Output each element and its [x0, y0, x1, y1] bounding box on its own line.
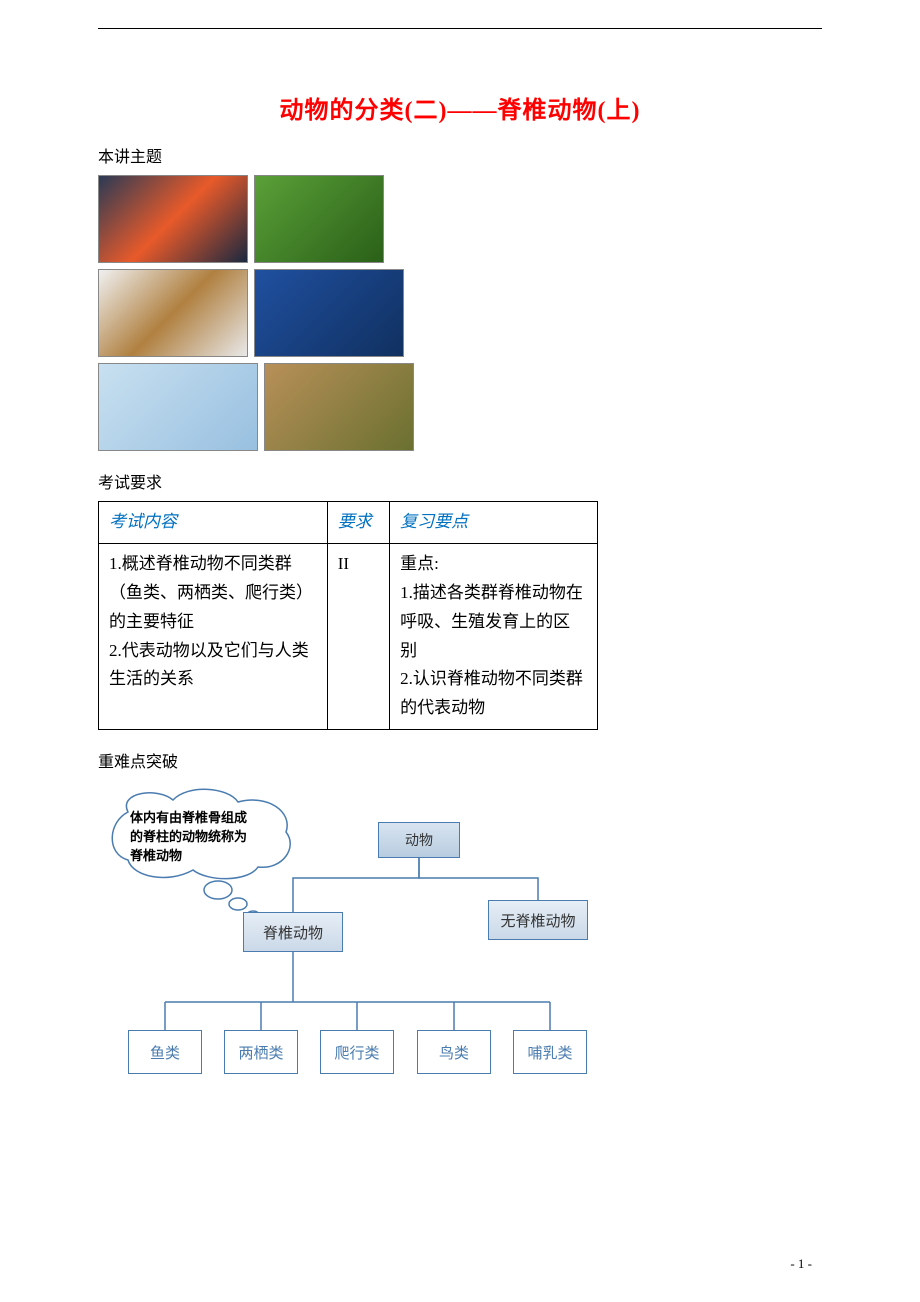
image-row-1	[98, 175, 822, 263]
cloud-line-3: 脊椎动物	[130, 847, 285, 866]
node-reptile: 爬行类	[320, 1030, 394, 1074]
table-row: 1.概述脊椎动物不同类群（鱼类、两栖类、爬行类）的主要特征 2.代表动物以及它们…	[99, 543, 598, 729]
page-title: 动物的分类(二)——脊椎动物(上)	[98, 90, 822, 125]
node-fish: 鱼类	[128, 1030, 202, 1074]
cloud-line-1: 体内有由脊椎骨组成	[130, 809, 285, 828]
td-review: 重点: 1.描述各类群脊椎动物在呼吸、生殖发育上的区别 2.认识脊椎动物不同类群…	[390, 543, 598, 729]
node-vertebrate: 脊椎动物	[243, 912, 343, 952]
th-review: 复习要点	[390, 502, 598, 544]
td-req: II	[327, 543, 389, 729]
requirements-table: 考试内容 要求 复习要点 1.概述脊椎动物不同类群（鱼类、两栖类、爬行类）的主要…	[98, 501, 598, 730]
image-possum	[264, 363, 414, 451]
node-amphibian: 两栖类	[224, 1030, 298, 1074]
header-rule	[98, 28, 822, 29]
image-bird	[98, 363, 258, 451]
image-row-2	[98, 269, 822, 357]
node-invertebrate: 无脊椎动物	[488, 900, 588, 940]
image-whale	[254, 269, 404, 357]
cloud-definition: 体内有由脊椎骨组成 的脊柱的动物统称为 脊椎动物	[130, 809, 285, 866]
node-mammal: 哺乳类	[513, 1030, 587, 1074]
page-content: 动物的分类(二)——脊椎动物(上) 本讲主题 考试要求 考试内容 要求 复习要点…	[98, 90, 822, 1102]
section-breakthrough-label: 重难点突破	[98, 748, 822, 772]
node-animal: 动物	[378, 822, 460, 858]
cloud-line-2: 的脊柱的动物统称为	[130, 828, 285, 847]
image-frog	[254, 175, 384, 263]
node-bird: 鸟类	[417, 1030, 491, 1074]
image-clownfish	[98, 175, 248, 263]
td-content: 1.概述脊椎动物不同类群（鱼类、两栖类、爬行类）的主要特征 2.代表动物以及它们…	[99, 543, 328, 729]
table-header-row: 考试内容 要求 复习要点	[99, 502, 598, 544]
section-topic-label: 本讲主题	[98, 143, 822, 167]
th-req: 要求	[327, 502, 389, 544]
image-grid	[98, 175, 822, 451]
image-turtle	[98, 269, 248, 357]
page-number: - 1 -	[790, 1256, 812, 1272]
hierarchy-diagram: 体内有由脊椎骨组成 的脊柱的动物统称为 脊椎动物 动物 脊椎动物 无脊椎动物 鱼…	[98, 782, 658, 1102]
section-exam-label: 考试要求	[98, 469, 822, 493]
th-content: 考试内容	[99, 502, 328, 544]
image-row-3	[98, 363, 822, 451]
